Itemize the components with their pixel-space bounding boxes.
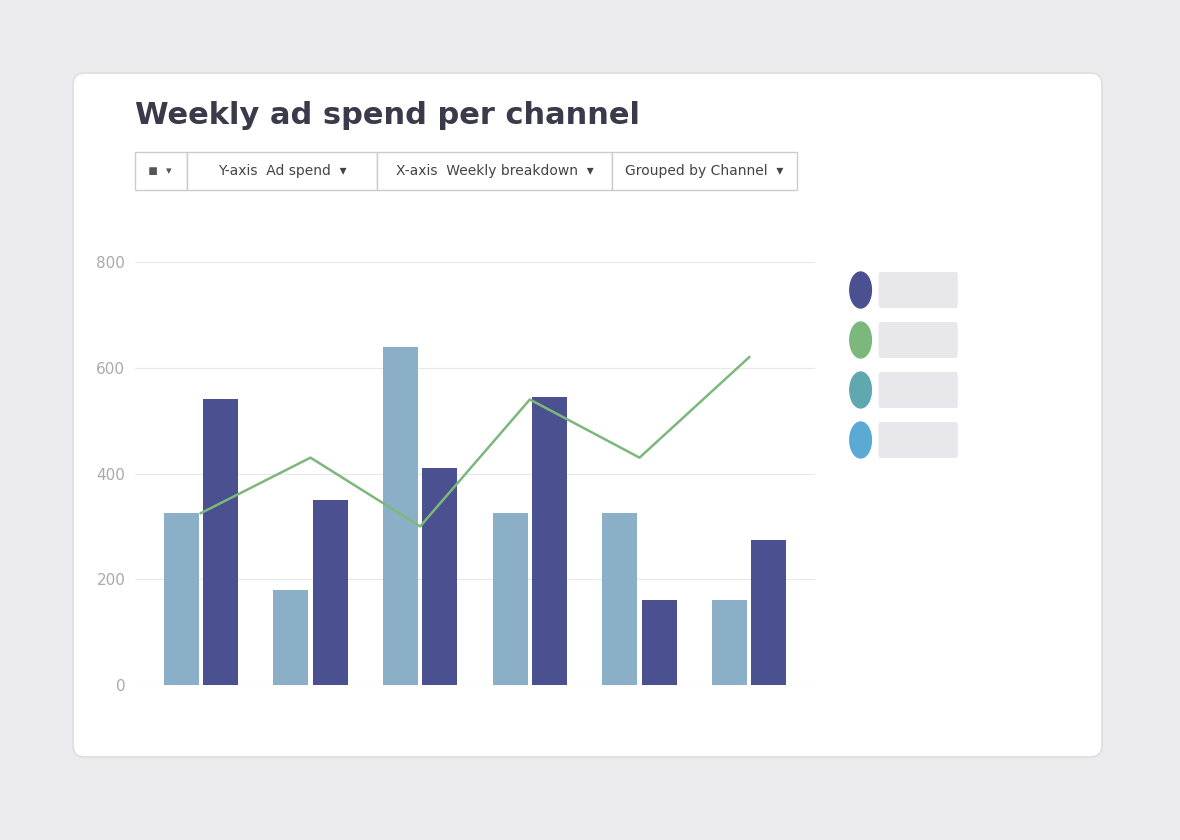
Bar — [532, 396, 568, 685]
FancyBboxPatch shape — [879, 272, 958, 308]
FancyBboxPatch shape — [879, 322, 958, 358]
Text: Weekly ad spend per channel: Weekly ad spend per channel — [135, 101, 640, 130]
Bar — [164, 513, 198, 685]
Text: Y-axis  Ad spend  ▾: Y-axis Ad spend ▾ — [217, 164, 346, 178]
Bar — [642, 601, 677, 685]
Bar — [602, 513, 637, 685]
Circle shape — [850, 322, 871, 358]
FancyBboxPatch shape — [879, 422, 958, 458]
Bar — [274, 590, 308, 685]
Bar — [382, 347, 418, 685]
Circle shape — [850, 372, 871, 408]
FancyBboxPatch shape — [73, 73, 1102, 757]
Text: ▾: ▾ — [166, 166, 172, 176]
Text: ◾: ◾ — [148, 164, 158, 178]
Bar — [492, 513, 527, 685]
Text: Grouped by Channel  ▾: Grouped by Channel ▾ — [625, 164, 784, 178]
FancyBboxPatch shape — [186, 152, 376, 190]
FancyBboxPatch shape — [612, 152, 797, 190]
Bar — [752, 539, 787, 685]
Circle shape — [850, 272, 871, 308]
FancyBboxPatch shape — [879, 372, 958, 408]
FancyBboxPatch shape — [135, 152, 186, 190]
Bar — [712, 601, 747, 685]
Circle shape — [850, 422, 871, 458]
Text: X-axis  Weekly breakdown  ▾: X-axis Weekly breakdown ▾ — [395, 164, 594, 178]
Bar — [313, 500, 348, 685]
Bar — [203, 400, 238, 685]
FancyBboxPatch shape — [376, 152, 612, 190]
Bar — [422, 468, 458, 685]
